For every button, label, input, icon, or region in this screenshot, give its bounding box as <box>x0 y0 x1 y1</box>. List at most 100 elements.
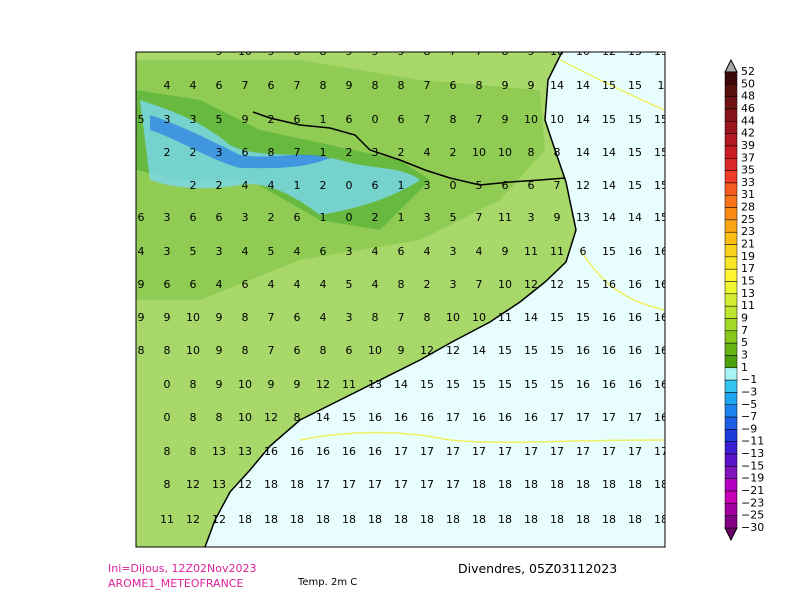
grid-value: 9 <box>528 45 535 58</box>
grid-value: 8 <box>502 45 509 58</box>
grid-value: 3 <box>372 146 379 159</box>
grid-value: 17 <box>446 411 460 424</box>
colorbar-box <box>724 318 738 332</box>
grid-value: 18 <box>472 478 486 491</box>
grid-value: 15 <box>628 113 642 126</box>
grid-value: 5 <box>476 179 483 192</box>
map-panel: 9 10 9 8 8 9 9 9 8 7 7 8 9 10 10 12 15 154 4 6 7 6 7 8 9 8 8 7 6 8 9 9 1… <box>135 45 764 548</box>
grid-value: 15 <box>602 245 616 258</box>
grid-value: 18 <box>498 513 512 526</box>
grid-value: 7 <box>268 344 275 357</box>
coastline <box>204 52 577 547</box>
grid-value: 17 <box>342 478 356 491</box>
grid-value: 5 <box>346 278 353 291</box>
colorbar-label: 35 <box>741 164 755 177</box>
grid-value: 9 <box>216 344 223 357</box>
grid-value: 15 <box>550 378 564 391</box>
colorbar: 5250484644423937353331282523211917151311… <box>724 58 764 542</box>
grid-value: 16 <box>368 445 382 458</box>
grid-value: 12 <box>316 378 330 391</box>
grid-value: 8 <box>554 146 561 159</box>
grid-value: 14 <box>628 211 642 224</box>
grid-value: 2 <box>164 146 171 159</box>
grid-value: 9 <box>242 113 249 126</box>
grid-value: 8 <box>424 45 431 58</box>
grid-value: 18 <box>472 513 486 526</box>
grid-value: 9 <box>216 45 223 58</box>
grid-value: 8 <box>320 344 327 357</box>
grid-value: 10 <box>550 45 564 58</box>
grid-value: 16 <box>576 378 590 391</box>
grid-value: 10 <box>238 378 252 391</box>
grid-value: 6 <box>294 211 301 224</box>
grid-value: 9 <box>346 79 353 92</box>
colorbar-label: 3 <box>741 348 748 361</box>
grid-value: 8 <box>216 411 223 424</box>
grid-value: 8 <box>476 79 483 92</box>
grid-value: 15 <box>420 378 434 391</box>
grid-value: 6 <box>346 113 353 126</box>
grid-value: 17 <box>628 445 642 458</box>
colorbar-box <box>724 268 738 282</box>
grid-value: 15 <box>654 211 668 224</box>
colorbar-box <box>724 305 738 319</box>
colorbar-box <box>724 515 738 529</box>
grid-value: 7 <box>476 113 483 126</box>
colorbar-box <box>724 244 738 258</box>
colorbar-label: 31 <box>741 188 755 201</box>
grid-value: 8 <box>164 344 171 357</box>
colorbar-label: 42 <box>741 127 755 140</box>
variable-label: Temp. 2m C <box>298 577 358 588</box>
grid-value: 8 <box>164 478 171 491</box>
grid-value: 10 <box>238 45 252 58</box>
grid-value: 6 <box>242 146 249 159</box>
grid-value: 11 <box>524 245 538 258</box>
grid-value: 16 <box>342 445 356 458</box>
grid-value: 9 <box>138 278 145 291</box>
grid-value: 10 <box>238 411 252 424</box>
colorbar-label: 11 <box>741 299 755 312</box>
colorbar-label: 23 <box>741 225 755 238</box>
grid-value: 16 <box>628 311 642 324</box>
grid-value: 10 <box>368 344 382 357</box>
colorbar-box <box>724 108 738 122</box>
colorbar-box <box>724 404 738 418</box>
colorbar-box <box>724 194 738 208</box>
colorbar-label: 15 <box>741 275 755 288</box>
colorbar-bottom-arrow <box>724 527 738 542</box>
grid-value: 4 <box>424 146 431 159</box>
grid-value: 16 <box>264 445 278 458</box>
grid-value: 0 <box>164 378 171 391</box>
grid-value: 4 <box>372 245 379 258</box>
colorbar-box <box>724 293 738 307</box>
grid-value: 0 <box>346 211 353 224</box>
grid-value: 16 <box>290 445 304 458</box>
grid-value: 16 <box>654 344 668 357</box>
grid-value: 3 <box>190 113 197 126</box>
grid-value: 15 <box>550 344 564 357</box>
grid-value: 15 <box>498 344 512 357</box>
grid-value: 12 <box>576 179 590 192</box>
grid-value: 18 <box>576 478 590 491</box>
grid-value: 6 <box>372 179 379 192</box>
grid-value: 6 <box>398 245 405 258</box>
grid-value: 10 <box>446 311 460 324</box>
colorbar-label: −30 <box>741 521 764 534</box>
grid-value: 11 <box>550 245 564 258</box>
border <box>252 111 566 186</box>
grid-value: 4 <box>372 278 379 291</box>
grid-value: 6 <box>502 179 509 192</box>
grid-value: 17 <box>446 445 460 458</box>
colorbar-box <box>724 256 738 270</box>
colorbar-box <box>724 379 738 393</box>
map-frame <box>135 51 666 548</box>
grid-value: 16 <box>628 245 642 258</box>
grid-value: 4 <box>242 179 249 192</box>
grid-value: 14 <box>472 344 486 357</box>
grid-value: 16 <box>394 411 408 424</box>
colorbar-box <box>724 158 738 171</box>
grid-value: 17 <box>472 445 486 458</box>
colorbar-label: −23 <box>741 496 764 509</box>
grid-value: 17 <box>602 411 616 424</box>
grid-value: 18 <box>602 478 616 491</box>
